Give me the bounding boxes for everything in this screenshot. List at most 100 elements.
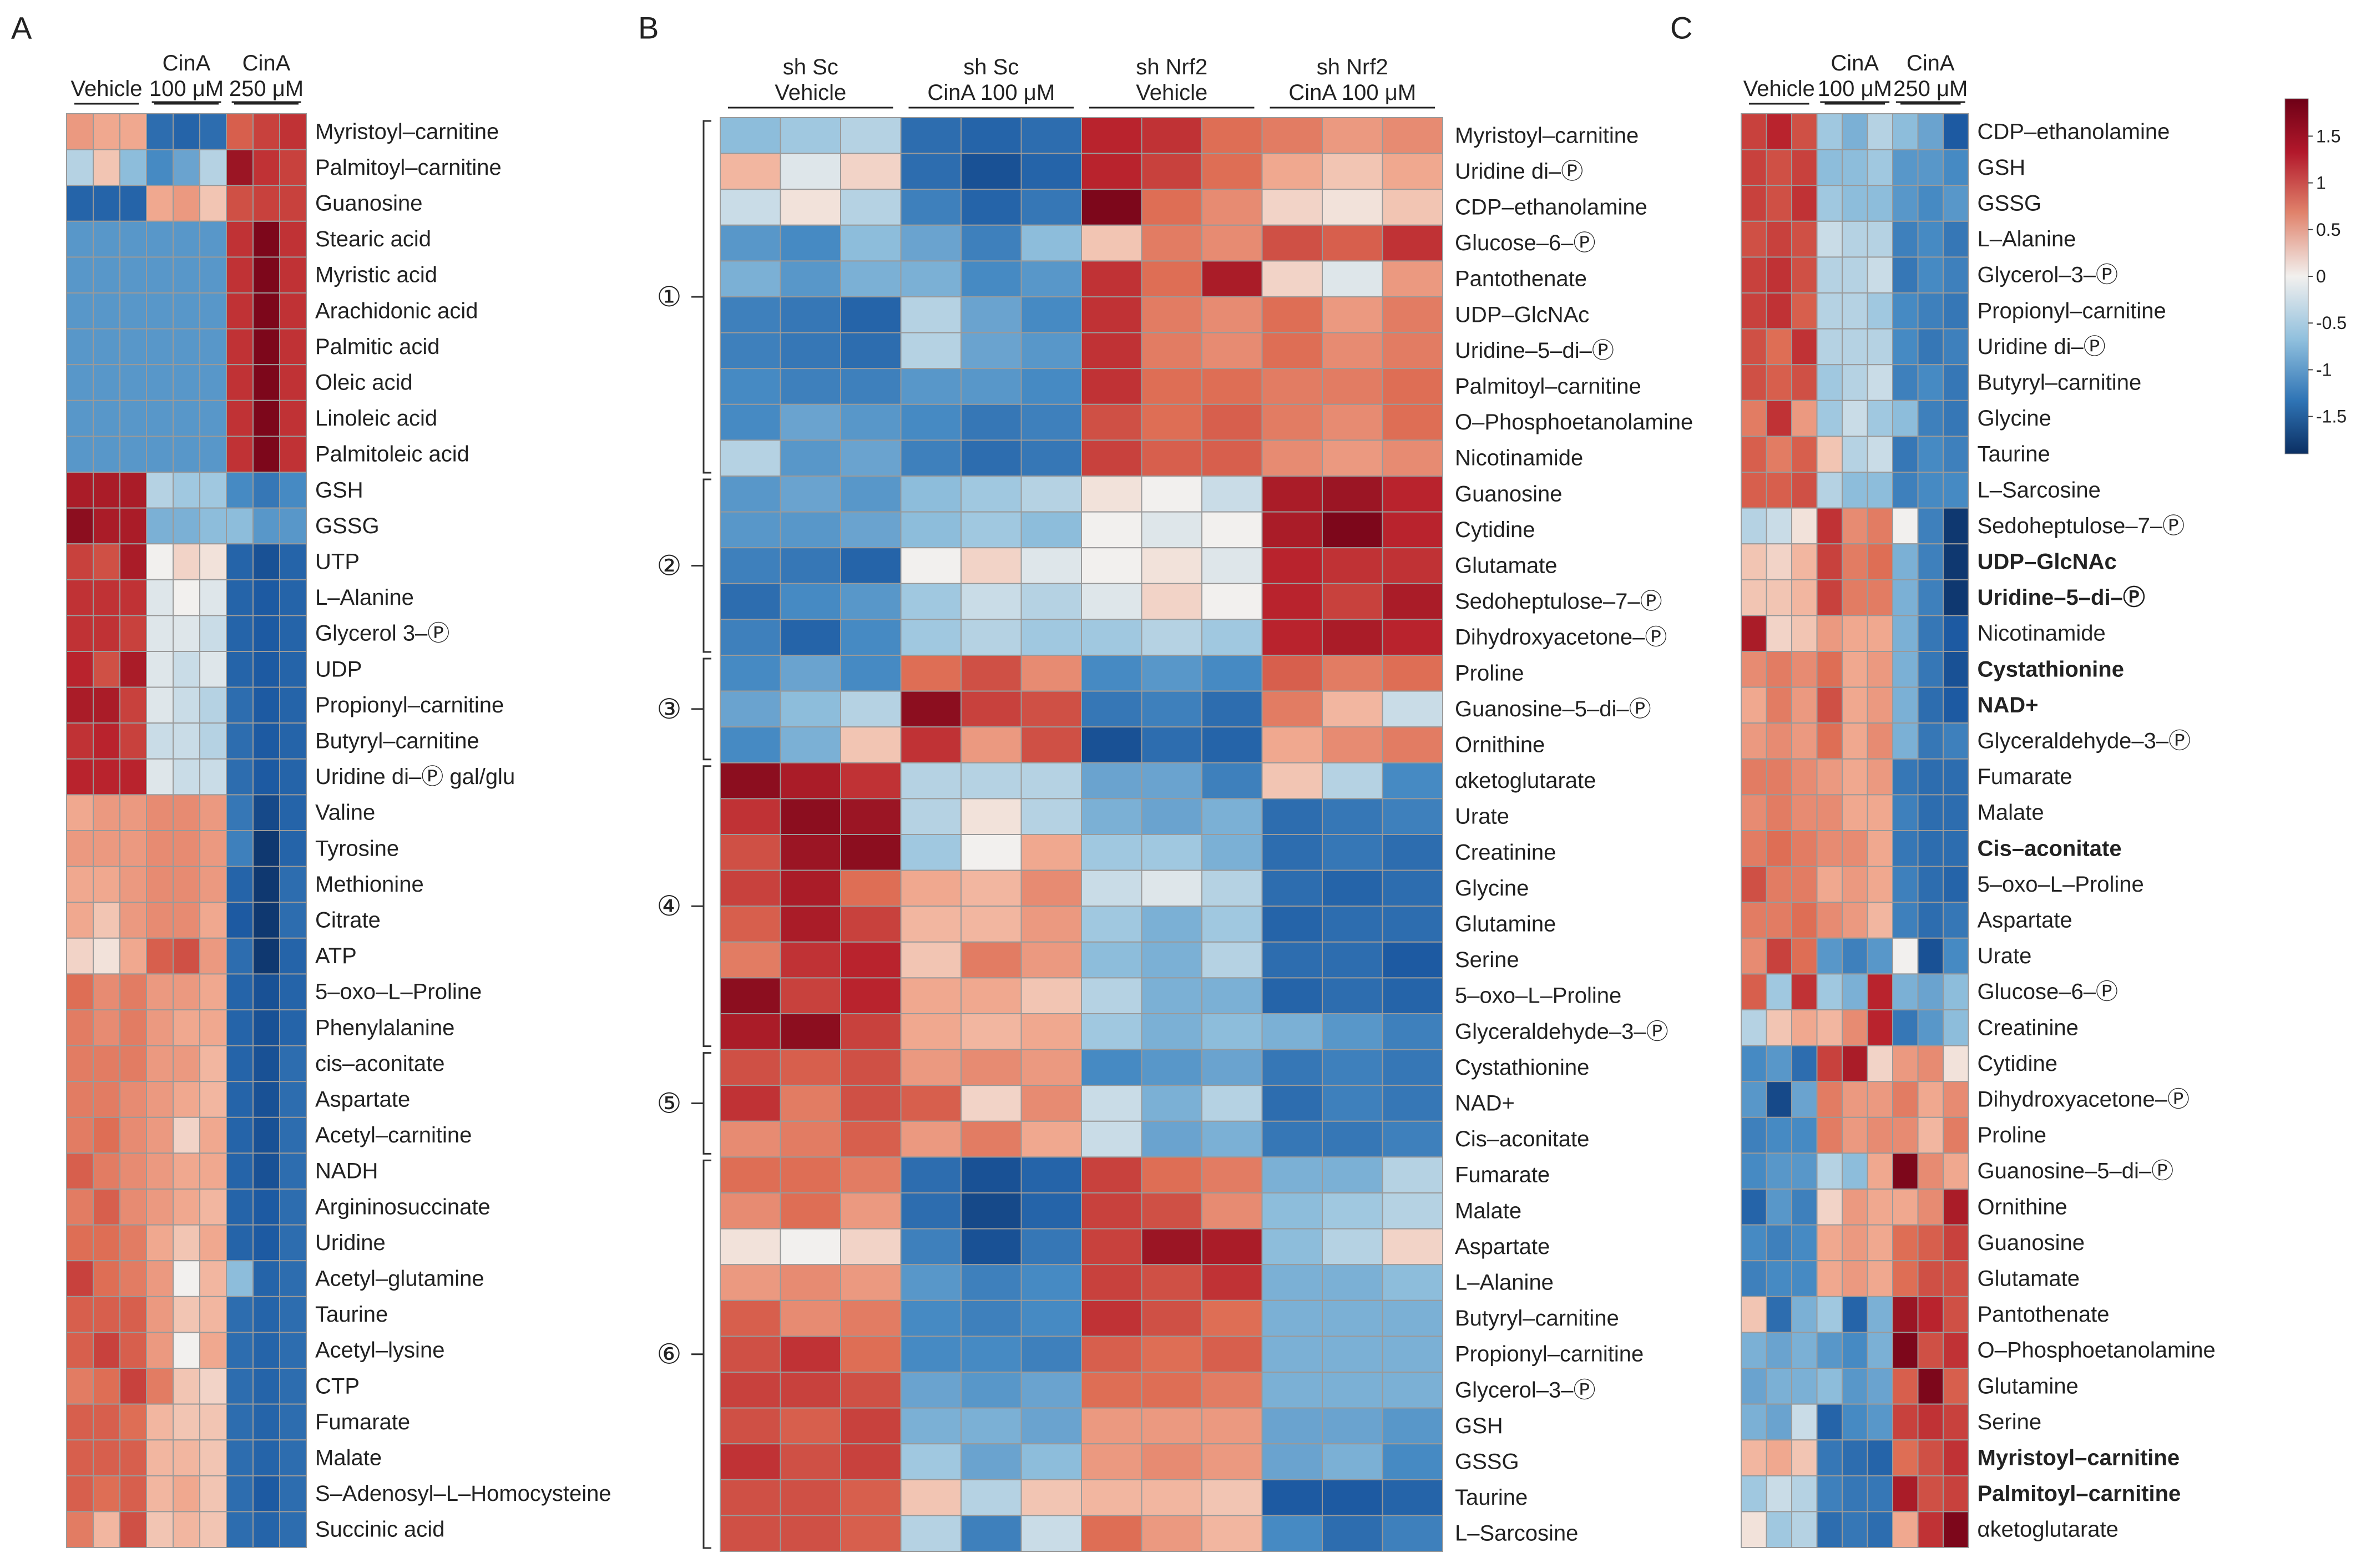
row-label: Butyryl–carnitine bbox=[1978, 371, 2142, 395]
heatmap-cell bbox=[119, 1116, 147, 1154]
heatmap-cell bbox=[1816, 328, 1843, 366]
heatmap-cell bbox=[119, 686, 147, 724]
heatmap-cell bbox=[1842, 399, 1868, 437]
heatmap-cell bbox=[1867, 1081, 1893, 1118]
heatmap-cell bbox=[1141, 547, 1202, 584]
heatmap-cell bbox=[1943, 543, 1969, 580]
heatmap-cell bbox=[146, 579, 174, 616]
heatmap-cell bbox=[1816, 220, 1843, 258]
heatmap-cell bbox=[146, 973, 174, 1011]
colorbar-tick-label: -1 bbox=[2316, 360, 2332, 380]
row-label: Glycine bbox=[1978, 406, 2051, 431]
heatmap-cell bbox=[840, 977, 902, 1015]
heatmap-cell bbox=[1201, 1479, 1263, 1516]
heatmap-cell bbox=[720, 1443, 781, 1480]
heatmap-cell bbox=[252, 686, 280, 724]
heatmap-cell bbox=[252, 328, 280, 366]
row-label: Fumarate bbox=[315, 1410, 410, 1434]
heatmap-cell bbox=[1741, 1188, 1767, 1226]
heatmap-cell bbox=[1261, 690, 1323, 728]
column-group-label: sh Nrf2 bbox=[1317, 55, 1388, 79]
heatmap-cell bbox=[173, 758, 200, 796]
heatmap-cell bbox=[720, 1407, 781, 1445]
heatmap-cell bbox=[1322, 547, 1383, 584]
heatmap-cell bbox=[1766, 722, 1792, 760]
heatmap-cell bbox=[66, 722, 94, 760]
heatmap-cell bbox=[1842, 722, 1868, 760]
heatmap-cell bbox=[1766, 1511, 1792, 1548]
heatmap-cell bbox=[780, 1515, 841, 1552]
heatmap-cell bbox=[93, 579, 120, 616]
heatmap-cell bbox=[840, 1120, 902, 1158]
heatmap-cell bbox=[173, 436, 200, 473]
row-label: Acetyl–lysine bbox=[315, 1338, 444, 1363]
heatmap-cell bbox=[119, 973, 147, 1011]
heatmap-cell bbox=[1766, 1475, 1792, 1513]
heatmap-cell bbox=[1081, 1156, 1142, 1193]
heatmap-cell bbox=[1867, 651, 1893, 688]
heatmap-cell bbox=[1322, 1299, 1383, 1337]
heatmap-cell bbox=[720, 1336, 781, 1373]
heatmap-cell bbox=[1382, 619, 1443, 656]
heatmap-cell bbox=[1816, 1368, 1843, 1405]
heatmap-cell bbox=[1842, 256, 1868, 294]
row-label: Glucose–6–Ⓟ bbox=[1978, 980, 2118, 1004]
heatmap-cell bbox=[840, 726, 902, 763]
heatmap-cell bbox=[1766, 292, 1792, 330]
heatmap-cell bbox=[279, 722, 307, 760]
row-label: Cis–aconitate bbox=[1455, 1127, 1589, 1151]
heatmap-cell bbox=[146, 615, 174, 653]
heatmap-cell bbox=[1322, 1264, 1383, 1301]
heatmap-cell bbox=[1141, 153, 1202, 190]
heatmap-cell bbox=[93, 436, 120, 473]
heatmap-cell bbox=[1141, 368, 1202, 405]
heatmap-cell bbox=[1816, 722, 1843, 760]
heatmap-cell bbox=[1201, 655, 1263, 692]
heatmap-cell bbox=[199, 579, 227, 616]
heatmap-cell bbox=[1892, 902, 1919, 939]
heatmap-cell bbox=[1141, 1443, 1202, 1480]
heatmap-cell bbox=[720, 941, 781, 979]
heatmap-cell bbox=[780, 1085, 841, 1122]
heatmap-cell bbox=[279, 1511, 307, 1548]
heatmap-cell bbox=[1943, 1296, 1969, 1333]
heatmap-cell bbox=[93, 185, 120, 222]
heatmap-cell bbox=[1201, 1228, 1263, 1266]
heatmap-cell bbox=[1917, 1296, 1944, 1333]
heatmap-cell bbox=[1741, 149, 1767, 186]
heatmap-cell bbox=[1867, 579, 1893, 616]
heatmap-cell bbox=[840, 655, 902, 692]
heatmap-cell bbox=[1141, 1156, 1202, 1193]
heatmap-cell bbox=[1382, 1515, 1443, 1552]
heatmap-cell bbox=[780, 439, 841, 477]
heatmap-cell bbox=[840, 1264, 902, 1301]
heatmap-cell bbox=[1741, 292, 1767, 330]
heatmap-cell bbox=[252, 1296, 280, 1333]
heatmap-cell bbox=[1917, 507, 1944, 545]
heatmap-cell bbox=[1141, 296, 1202, 333]
heatmap-cell bbox=[780, 869, 841, 907]
heatmap-cell bbox=[199, 1511, 227, 1548]
heatmap-cell bbox=[93, 292, 120, 330]
heatmap-cell bbox=[1842, 1439, 1868, 1476]
heatmap-cell bbox=[66, 292, 94, 330]
heatmap-cell bbox=[279, 292, 307, 330]
heatmap-cell bbox=[66, 758, 94, 796]
heatmap-cell bbox=[1261, 296, 1323, 333]
heatmap-cell bbox=[1842, 866, 1868, 903]
heatmap-cell bbox=[1020, 583, 1082, 620]
heatmap-cell bbox=[119, 1260, 147, 1297]
heatmap-cell bbox=[1917, 113, 1944, 150]
heatmap-cell bbox=[226, 1081, 254, 1118]
heatmap-cell bbox=[1741, 543, 1767, 580]
heatmap-cell bbox=[1201, 547, 1263, 584]
heatmap-cell bbox=[1020, 117, 1082, 154]
heatmap-cell bbox=[780, 834, 841, 871]
heatmap-cell bbox=[1943, 579, 1969, 616]
heatmap-cell bbox=[1816, 866, 1843, 903]
heatmap-cell bbox=[1081, 1299, 1142, 1337]
heatmap-cell bbox=[840, 547, 902, 584]
heatmap-cell bbox=[720, 403, 781, 441]
heatmap-cell bbox=[780, 1192, 841, 1230]
row-label: NAD+ bbox=[1978, 693, 2039, 717]
